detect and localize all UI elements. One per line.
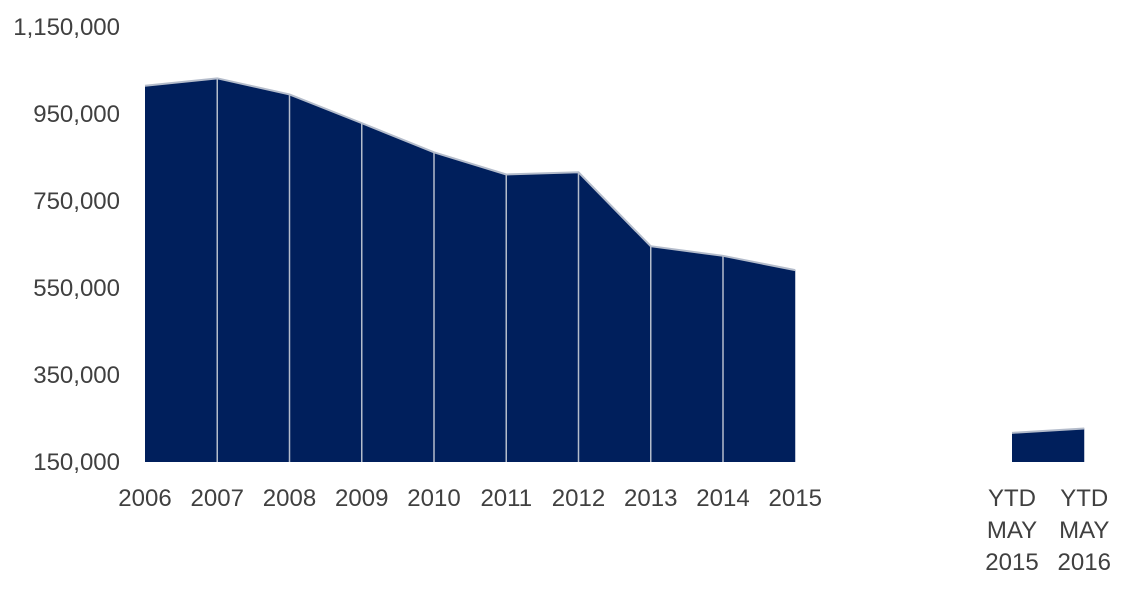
x-tick-label: 2015 xyxy=(769,485,822,512)
plot-area xyxy=(144,77,1085,462)
x-tick-label: 2009 xyxy=(335,485,388,512)
y-tick-label: 150,000 xyxy=(33,449,120,476)
x-tick-label: 2007 xyxy=(191,485,244,512)
area-series-2 xyxy=(1012,428,1085,462)
x-tick-label: 2006 xyxy=(118,485,171,512)
y-tick-label: 750,000 xyxy=(33,188,120,215)
series-line-2 xyxy=(1011,427,1085,434)
x-tick-label: YTD MAY 2015 xyxy=(985,485,1038,576)
x-axis: 2006 2007 2008 2009 2010 2011 2012 2013 2014 2015… xyxy=(118,485,1111,576)
y-tick-label: 950,000 xyxy=(33,101,120,128)
y-tick-label: 350,000 xyxy=(33,362,120,389)
series-line-1 xyxy=(144,77,796,272)
x-tick-label: 2012 xyxy=(552,485,605,512)
y-axis: 150,000 350,000 550,000 750,000 950,000 1,150… xyxy=(13,14,120,476)
y-tick-label: 1,150,000 xyxy=(13,14,120,41)
x-tick-label: YTD MAY 2016 xyxy=(1058,485,1111,576)
y-tick-label: 550,000 xyxy=(33,275,120,302)
x-tick-label: 2011 xyxy=(480,485,532,512)
x-tick-label: 2010 xyxy=(407,485,460,512)
area-series-1 xyxy=(145,78,796,462)
x-tick-label: 2013 xyxy=(624,485,677,512)
x-tick-label: 2008 xyxy=(263,485,316,512)
x-tick-label: 2014 xyxy=(696,485,749,512)
